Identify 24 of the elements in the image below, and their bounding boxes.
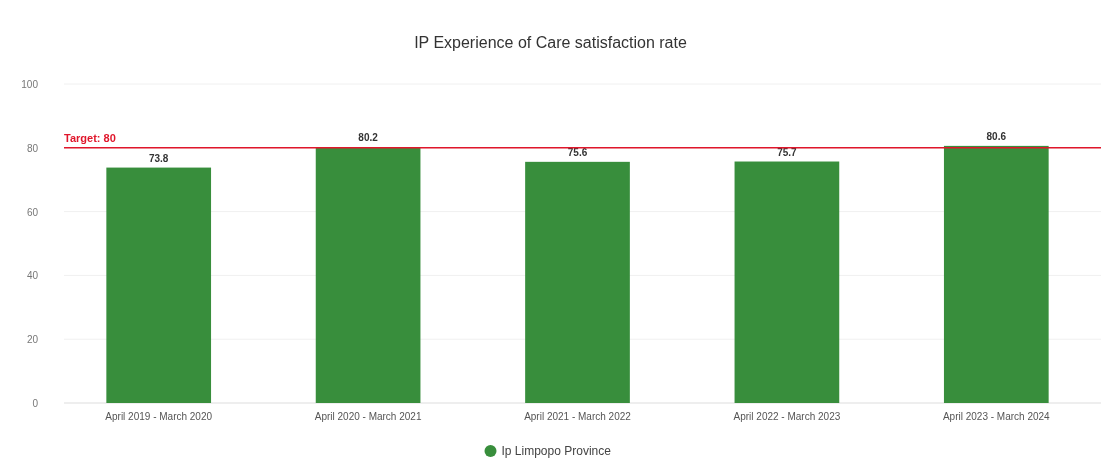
bar xyxy=(525,161,630,403)
x-tick-label: April 2020 - March 2021 xyxy=(314,411,422,422)
chart-title: IP Experience of Care satisfaction rate xyxy=(414,34,687,51)
y-tick-label: 60 xyxy=(26,206,39,218)
x-tick-label: April 2023 - March 2024 xyxy=(942,411,1051,422)
bar xyxy=(315,147,421,403)
y-tick-label: 20 xyxy=(26,334,39,346)
y-tick-label: 80 xyxy=(26,142,39,154)
data-label: 80.2 xyxy=(358,132,379,144)
data-label: 80.6 xyxy=(986,130,1007,142)
y-tick-label: 40 xyxy=(26,270,39,282)
ref-line-label: Target: 80 xyxy=(64,131,116,144)
bar xyxy=(734,161,840,403)
data-label: 73.8 xyxy=(148,152,169,164)
data-label: 75.7 xyxy=(777,146,798,158)
data-label: 75.6 xyxy=(567,146,588,158)
x-tick-label: April 2019 - March 2020 xyxy=(105,411,213,422)
y-tick-label: 100 xyxy=(21,79,39,90)
bar xyxy=(106,167,212,403)
legend-label: Ip Limpopo Province xyxy=(501,444,612,458)
x-tick-label: April 2021 - March 2022 xyxy=(524,411,632,422)
y-tick-label: 0 xyxy=(32,398,39,409)
x-tick-label: April 2022 - March 2023 xyxy=(733,411,841,422)
bar xyxy=(943,145,1049,403)
